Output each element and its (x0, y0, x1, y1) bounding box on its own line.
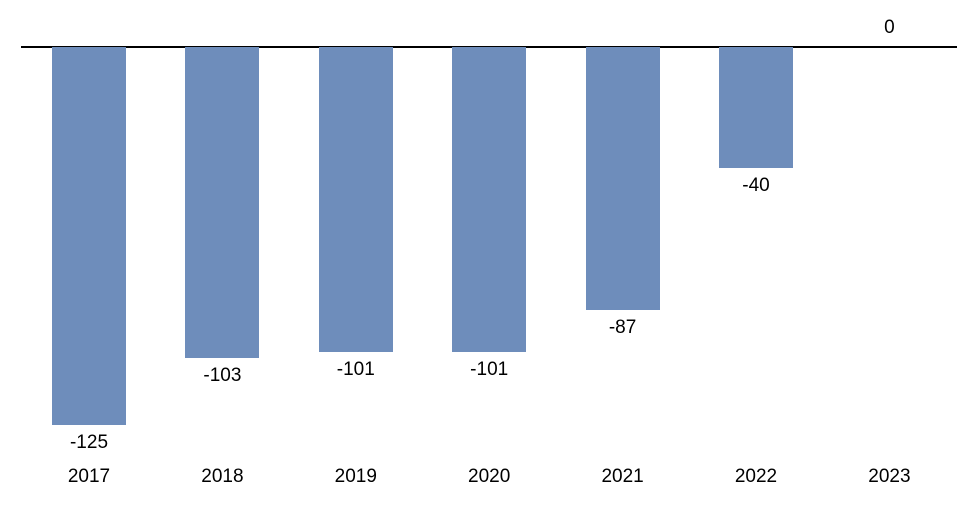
value-label-2022: -40 (742, 174, 770, 196)
x-tick-2020: 2020 (468, 466, 511, 487)
x-tick-2022: 2022 (734, 466, 778, 487)
x-tick-2019: 2019 (334, 466, 377, 487)
bar-2020 (452, 47, 527, 353)
value-label-2021: -87 (608, 317, 637, 339)
value-label-2023: 0 (884, 17, 895, 38)
value-label-2019: -101 (336, 359, 375, 381)
value-label-2020: -101 (470, 359, 509, 381)
value-label-2018: -103 (203, 365, 242, 387)
x-tick-2023: 2023 (868, 466, 911, 487)
bar-2018 (185, 47, 260, 359)
bar-2022 (719, 47, 793, 168)
bar-2017 (52, 47, 126, 425)
bar-2021 (585, 47, 660, 311)
zero-axis-line (21, 46, 957, 48)
x-tick-2017: 2017 (67, 466, 111, 487)
x-tick-2018: 2018 (201, 466, 244, 487)
value-label-2017: -125 (69, 432, 109, 453)
x-tick-2021: 2021 (601, 466, 644, 487)
bar-2019 (318, 47, 393, 353)
